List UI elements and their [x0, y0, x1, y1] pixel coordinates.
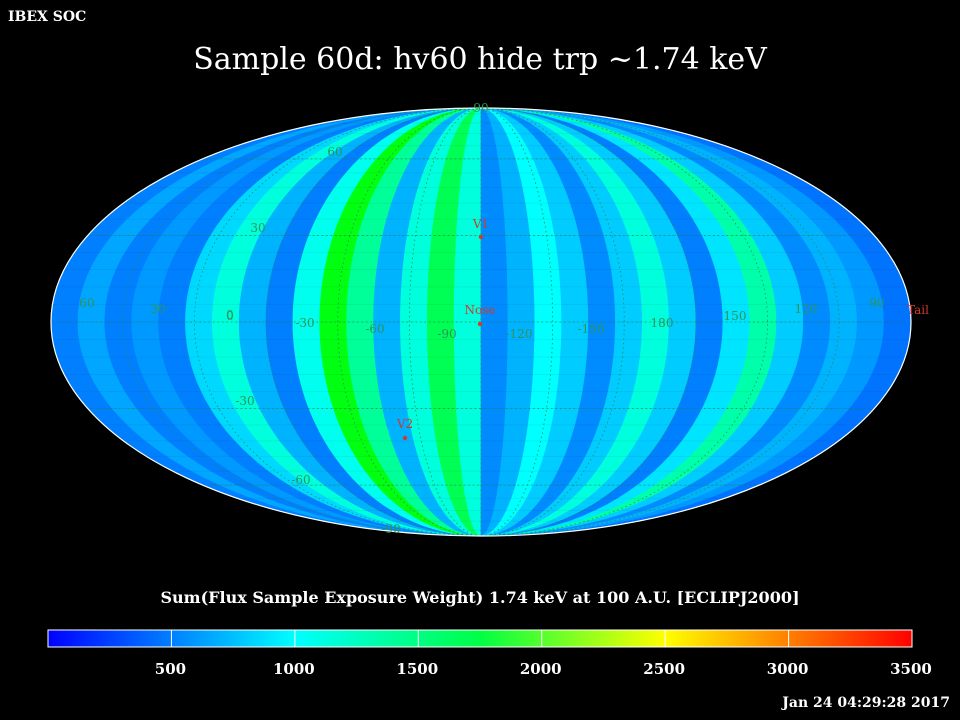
meridian-line [337, 107, 482, 537]
meridian-line [480, 107, 769, 537]
markers: V1 Nose V2 Tail [396, 217, 929, 441]
longitude-label: -90 [437, 327, 456, 341]
colorbar [48, 630, 912, 647]
meridian-line [480, 107, 625, 537]
colorbar-border [47, 629, 913, 648]
marker-label-v2: V2 [396, 417, 413, 431]
longitude-labels: 60 30 0 -30 -60 -90 -120 -150 180 150 120 90 [79, 296, 884, 341]
longitude-label: 60 [79, 296, 94, 310]
marker-label-tail: Tail [907, 303, 929, 317]
organization-label: IBEX SOC [8, 9, 87, 25]
colorbar-tick-label: 2000 [519, 660, 562, 678]
colorbar-tick-label: 1000 [272, 660, 315, 678]
longitude-label: 90 [869, 296, 884, 310]
timestamp: Jan 24 04:29:28 2017 [782, 695, 950, 711]
colorbar-tick-label: 1500 [396, 660, 439, 678]
colorbar-title: Sum(Flux Sample Exposure Weight) 1.74 ke… [160, 588, 800, 607]
meridian-line [480, 107, 840, 537]
longitude-label: -60 [365, 322, 384, 336]
longitude-label: 120 [795, 302, 818, 316]
marker-dot [478, 234, 484, 240]
longitude-label: 0 [226, 309, 234, 323]
marker-label-v1: V1 [472, 217, 489, 231]
graticule-grid [51, 107, 911, 537]
longitude-label: -120 [506, 327, 533, 341]
colorbar-tick-lines [170, 630, 913, 647]
latitude-label: 90 [473, 101, 488, 115]
map-border [50, 107, 912, 537]
latitude-label: 0 [226, 308, 234, 322]
meridian-line [408, 107, 482, 537]
meridian-line [122, 107, 482, 537]
meridian-line [480, 107, 697, 537]
meridian-line [480, 107, 554, 537]
meridian-line [193, 107, 482, 537]
colorbar-tick-label: 500 [154, 660, 187, 678]
marker-dot [477, 321, 483, 327]
latitude-label: -30 [235, 394, 254, 408]
latitude-label: 60 [327, 145, 342, 159]
colorbar-tick-label: 3500 [890, 660, 932, 678]
colorbar-tick-label: 2500 [643, 660, 686, 678]
latitude-label: -90 [381, 522, 400, 536]
latitude-label: -60 [291, 473, 310, 487]
map-title: Sample 60d: hv60 hide trp ~1.74 keV [193, 42, 767, 77]
marker-label-nose: Nose [465, 303, 496, 317]
latitude-labels: 90 60 30 0 -30 -60 -90 [226, 101, 488, 536]
marker-dot [402, 435, 408, 441]
meridian-line [265, 107, 482, 537]
longitude-label: 150 [724, 309, 747, 323]
longitude-label: -150 [578, 322, 605, 336]
longitude-label: 30 [150, 302, 165, 316]
longitude-label: 180 [651, 316, 674, 330]
latitude-label: 30 [250, 221, 265, 235]
colorbar-tick-label: 3000 [766, 660, 809, 678]
longitude-label: -30 [295, 316, 314, 330]
